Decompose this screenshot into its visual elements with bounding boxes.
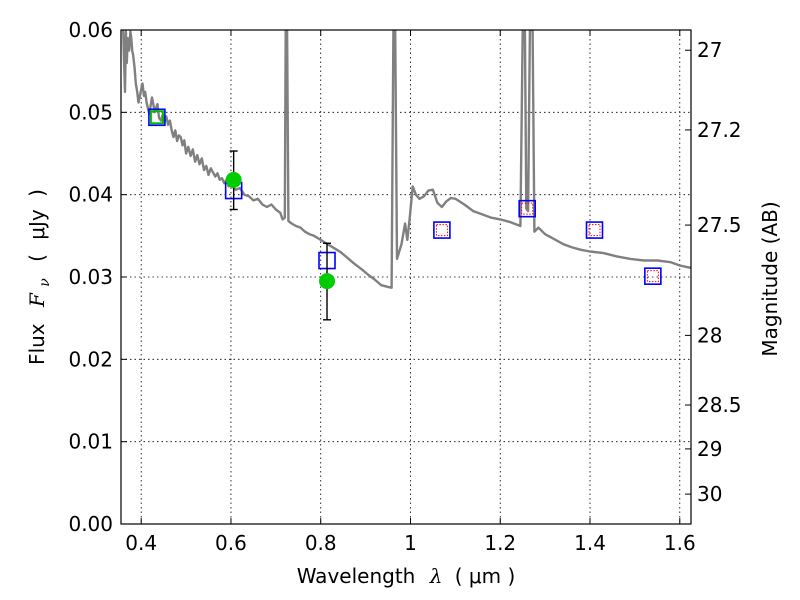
y2-axis-label: Magnitude (AB) bbox=[758, 201, 782, 356]
x-axis-label-prefix: Wavelength bbox=[297, 564, 416, 588]
measured-flux-point bbox=[225, 171, 242, 188]
grid-lines bbox=[121, 30, 691, 524]
y-axis-label-open: ( bbox=[25, 254, 49, 262]
y-tick-label: 0.00 bbox=[68, 512, 113, 536]
model-photometry-square bbox=[644, 267, 662, 285]
sed-model-line bbox=[122, 30, 691, 289]
y-tick-label: 0.01 bbox=[68, 430, 113, 454]
measured-flux-point bbox=[319, 273, 336, 290]
model-photometry-square bbox=[518, 199, 536, 218]
y-axis-label: Flux F ν ( μJy ) bbox=[25, 189, 54, 365]
y-tick-label: 0.02 bbox=[68, 347, 113, 371]
upper-limit-square bbox=[435, 224, 448, 237]
model-photometry-square bbox=[585, 221, 604, 239]
x-tick-label: 1.6 bbox=[664, 531, 696, 555]
y-tick-label: 0.04 bbox=[68, 183, 113, 207]
upper-limit-square bbox=[646, 270, 659, 283]
x-axis-label-close: ) bbox=[508, 564, 516, 588]
model-photometry-square bbox=[433, 221, 451, 239]
x-axis-label-symbol: λ bbox=[429, 564, 443, 588]
model-photometry-square bbox=[148, 108, 166, 127]
y-axis-label-subscript: ν bbox=[37, 278, 53, 287]
y-tick-label: 0.03 bbox=[68, 265, 113, 289]
y2-tick-label: 28.5 bbox=[697, 393, 742, 417]
x-tick-label: 0.8 bbox=[305, 531, 337, 555]
y-axis-label-prefix: Flux bbox=[25, 323, 49, 365]
y-axis-label-symbol: F bbox=[25, 292, 49, 308]
y2-tick-label: 28 bbox=[697, 323, 722, 347]
x-tick-label: 1 bbox=[404, 531, 417, 555]
x-axis-label-open: ( bbox=[455, 564, 463, 588]
plot-area bbox=[122, 30, 691, 321]
x-tick-label: 1.2 bbox=[484, 531, 516, 555]
y2-tick-label: 27.5 bbox=[697, 213, 742, 237]
y-tick-label: 0.06 bbox=[68, 18, 113, 42]
y2-tick-label: 27.2 bbox=[697, 118, 742, 142]
axis-ticks: 0.4 0.6 0.8 1 1.2 1.4 1.6 0.00 0.01 0.02 0.03 0.04 0… bbox=[68, 18, 741, 555]
observed-hst-marker bbox=[149, 110, 164, 125]
y-axis-label-unit: μJy bbox=[25, 209, 49, 240]
x-tick-label: 0.4 bbox=[125, 531, 157, 555]
y-axis-label-close: ) bbox=[25, 189, 49, 197]
y-tick-label: 0.05 bbox=[68, 100, 113, 124]
y2-tick-label: 30 bbox=[697, 482, 722, 506]
x-axis-label-unit: μm bbox=[469, 564, 501, 588]
x-axis-label: Wavelength λ ( μm ) bbox=[297, 564, 516, 588]
x-tick-label: 1.4 bbox=[574, 531, 606, 555]
upper-limit-square bbox=[521, 202, 534, 215]
x-tick-label: 0.6 bbox=[215, 531, 247, 555]
upper-limit-square bbox=[588, 224, 601, 237]
y2-tick-label: 29 bbox=[697, 437, 722, 461]
y2-tick-label: 27 bbox=[697, 38, 722, 62]
